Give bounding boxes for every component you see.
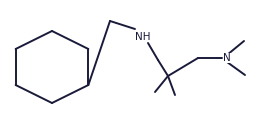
Text: NH: NH bbox=[135, 32, 151, 42]
Text: N: N bbox=[223, 53, 231, 63]
